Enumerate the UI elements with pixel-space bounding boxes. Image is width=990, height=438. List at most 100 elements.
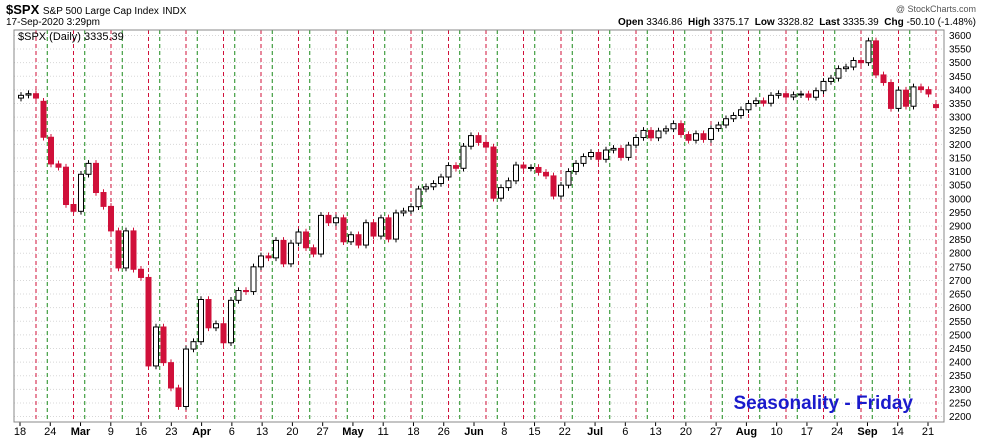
candle-body (228, 299, 234, 344)
chart-header: $SPX S&P 500 Large Cap Index INDX 17-Sep… (0, 0, 990, 30)
candle-body (610, 147, 617, 151)
candle-body (430, 183, 437, 188)
candle-body (213, 323, 219, 329)
x-tick-label: 22 (559, 426, 571, 438)
symbol-title: $SPX S&P 500 Large Cap Index INDX (6, 2, 186, 17)
y-tick-label: 2800 (949, 249, 972, 260)
y-tick-label: 2200 (949, 412, 972, 423)
y-tick-label: 2550 (949, 317, 972, 328)
candle-body (438, 176, 444, 185)
x-tick-label: 9 (108, 426, 114, 438)
candle-body (325, 214, 332, 224)
ohlc-readout: Open 3346.86 High 3375.17 Low 3328.82 La… (618, 17, 976, 28)
candle-body (745, 103, 752, 111)
candle-body (400, 210, 407, 214)
candle-body (363, 222, 369, 246)
y-tick-label: 3500 (949, 58, 972, 69)
x-tick-label: Aug (736, 426, 757, 438)
plot-frame (13, 29, 945, 423)
candle-body (250, 266, 257, 293)
candle-body (183, 348, 189, 407)
candle-body (850, 59, 857, 68)
candle-body (910, 86, 917, 107)
candle-body (558, 184, 564, 197)
candle-body (483, 141, 489, 148)
candle-body (475, 135, 482, 143)
chg-label: Chg (884, 17, 904, 28)
candle-body (633, 137, 639, 146)
candle-body (63, 166, 69, 205)
candle-body (55, 163, 62, 168)
candle-body (933, 104, 939, 109)
candle-body (100, 192, 107, 207)
candle-body (798, 93, 804, 96)
candle-body (663, 128, 669, 132)
candle-body (693, 133, 699, 141)
candle-body (550, 175, 557, 197)
datetime: 17-Sep-2020 3:29pm (6, 17, 100, 28)
candle-body (198, 299, 204, 343)
candle-body (108, 205, 114, 232)
candle-body (775, 93, 782, 96)
candle-body (708, 128, 714, 140)
legend: $SPX (Daily) 3335.39 (18, 31, 124, 43)
candle-body (220, 323, 227, 344)
y-tick-label: 2300 (949, 385, 972, 396)
y-tick-label: 3250 (949, 126, 972, 137)
candle-body (145, 276, 152, 367)
x-tick-label: 26 (438, 426, 450, 438)
y-tick-label: 3100 (949, 167, 972, 178)
candle-body (310, 247, 317, 255)
candle-body (378, 217, 384, 237)
seasonality-annotation: Seasonality - Friday (733, 393, 913, 414)
x-tick-label: 14 (892, 426, 904, 438)
candle-body (790, 94, 797, 98)
chg-value: -50.10 (-1.48%) (906, 17, 976, 28)
candle-body (685, 134, 692, 141)
candle-body (528, 166, 534, 169)
x-tick-label: 13 (649, 426, 661, 438)
candle-body (820, 80, 827, 92)
candle-body (730, 114, 737, 120)
x-tick-label: Mar (71, 426, 91, 438)
candle-body (835, 68, 842, 79)
x-tick-label: 6 (229, 426, 235, 438)
candle-body (655, 130, 662, 139)
x-tick-label: 16 (135, 426, 147, 438)
candle-body (678, 123, 684, 136)
x-tick-label: 23 (165, 426, 177, 438)
y-tick-label: 2900 (949, 222, 972, 233)
candle-body (445, 165, 452, 178)
candle-body (813, 90, 819, 98)
candle-body (408, 206, 414, 212)
open-value: 3346.86 (646, 17, 683, 28)
x-tick-label: 20 (680, 426, 692, 438)
candle-body (280, 239, 287, 265)
y-tick-label: 3150 (949, 153, 972, 164)
candle-body (273, 239, 279, 259)
candle-body (393, 212, 399, 240)
candle-body (318, 214, 324, 255)
candle-body (243, 290, 249, 293)
candle-body (715, 124, 722, 130)
x-tick-label: 6 (622, 426, 628, 438)
x-tick-label: 27 (710, 426, 722, 438)
y-axis: 2200 2250 2300 2350 2400 2450 2500 2550 2600 2650… (949, 31, 972, 423)
x-tick-label: 18 (14, 426, 26, 438)
candle-body (565, 171, 572, 186)
watermark: @ StockCharts.com (895, 4, 976, 14)
candle-body (723, 118, 729, 126)
candle-body (828, 77, 834, 82)
y-tick-label: 2450 (949, 344, 972, 355)
y-tick-label: 2750 (949, 262, 972, 273)
y-tick-label: 2500 (949, 330, 972, 341)
candle-body (925, 89, 932, 95)
candle-body (168, 362, 174, 389)
candle-body (873, 40, 879, 76)
candle-body (918, 86, 924, 91)
y-tick-label: 3000 (949, 194, 972, 205)
symbol-name: S&P 500 Large Cap Index (42, 6, 159, 17)
x-axis: 18 24 Mar 9 16 23 Apr 6 13 20 27 May 11 18 26 Jun 8 15 22 J… (14, 422, 934, 438)
candles (18, 37, 939, 410)
candle-body (48, 136, 54, 165)
